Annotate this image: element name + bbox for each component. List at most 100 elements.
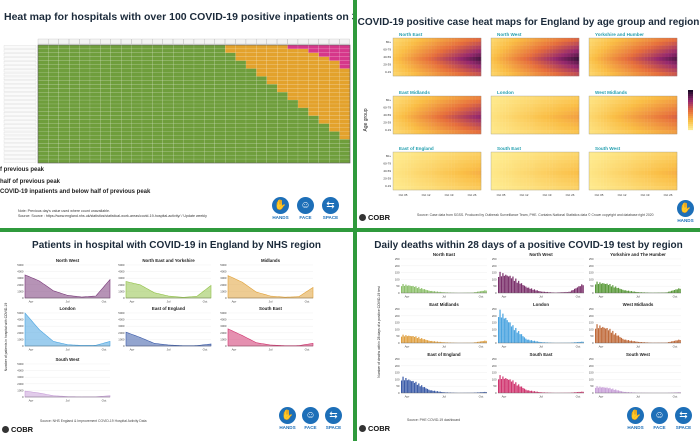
- heatmap-cell: [647, 60, 651, 65]
- heatmap-cell: [308, 52, 319, 57]
- heatmap-cell: [425, 122, 429, 127]
- heatmap-cell: [659, 186, 663, 191]
- deaths-bar: [522, 284, 524, 293]
- heatmap-cell: [339, 56, 351, 61]
- heatmap-cell: [641, 41, 645, 46]
- heatmap-cell: [606, 49, 610, 54]
- x-tick: Oct: [576, 295, 581, 299]
- heatmap-cell: [633, 49, 637, 54]
- heatmap-cell: [549, 99, 553, 104]
- heatmap-cell: [561, 107, 565, 112]
- heatmap-cell: [162, 68, 174, 73]
- heatmap-cell: [523, 60, 527, 65]
- heatmap-cell: [496, 38, 500, 42]
- heatmap-cell: [641, 107, 645, 112]
- heatmap-cell: [491, 126, 495, 131]
- y-tick: 3000: [17, 375, 24, 379]
- heatmap-cell: [502, 130, 506, 135]
- heatmap-cell: [162, 48, 174, 54]
- heatmap-cell: [549, 171, 553, 175]
- heatmap-cell: [499, 163, 503, 168]
- heatmap-cell: [329, 88, 340, 93]
- heatmap-cell: [401, 68, 405, 73]
- heatmap-cell: [460, 167, 464, 172]
- heatmap-cell: [48, 72, 59, 77]
- heatmap-cell: [448, 68, 452, 73]
- deaths-bar: [633, 341, 635, 343]
- heatmap-cell: [540, 99, 544, 104]
- heatmap-cell: [297, 111, 309, 116]
- heatmap-cell: [641, 155, 645, 160]
- heatmap-cell: [58, 48, 70, 54]
- deaths-bar: [403, 380, 406, 393]
- heatmap-cell: [318, 48, 330, 54]
- heatmap-cell: [235, 143, 247, 148]
- heatmap-cell: [505, 96, 509, 100]
- heatmap-cell: [603, 159, 607, 164]
- heatmap-cell: [431, 68, 435, 73]
- heatmap-cell: [529, 103, 533, 108]
- column-header-cell: [173, 38, 184, 45]
- heatmap-cell: [555, 186, 559, 191]
- deaths-bar: [518, 331, 520, 343]
- heatmap-cell: [496, 68, 500, 73]
- heatmap-cell: [653, 155, 657, 160]
- y-tick: 150: [395, 321, 400, 325]
- heatmap-cell: [520, 45, 524, 50]
- heatmap-cell: [496, 103, 500, 108]
- heatmap-cell: [339, 107, 351, 113]
- deaths-bar: [572, 342, 574, 343]
- heatmap-cell: [100, 119, 111, 124]
- heatmap-cell: [558, 167, 562, 172]
- series-title: North East and Yorkshire: [142, 258, 195, 263]
- heatmap-cell: [451, 174, 455, 179]
- heatmap-cell: [627, 174, 631, 179]
- heatmap-cell: [496, 111, 500, 116]
- deaths-bar: [445, 292, 447, 293]
- heatmap-cell: [573, 99, 577, 104]
- heatmap-cell: [558, 49, 562, 54]
- heatmap-cell: [110, 72, 122, 77]
- heatmap-cell: [517, 118, 521, 123]
- heatmap-cell: [318, 139, 330, 144]
- deaths-bar: [668, 291, 670, 293]
- heatmap-cell: [37, 107, 49, 113]
- heatmap-cell: [665, 107, 669, 112]
- heatmap-cell: [627, 118, 631, 123]
- heatmap-cell: [546, 60, 550, 65]
- heatmap-cell: [225, 76, 236, 81]
- heatmap-cell: [570, 122, 574, 127]
- heatmap-cell: [425, 155, 429, 160]
- heatmap-cell: [472, 99, 476, 104]
- heatmap-cell: [393, 111, 397, 116]
- heatmap-cell: [478, 53, 482, 58]
- colorbar-segment: [688, 106, 693, 109]
- heatmap-cell: [442, 186, 446, 191]
- heatmap-cell: [520, 155, 524, 160]
- panel2-source: Source: Case data from SGSS. Produced by…: [417, 213, 654, 217]
- heatmap-cell: [491, 72, 495, 77]
- heatmap-cell: [475, 122, 479, 127]
- heatmap-cell: [162, 147, 174, 152]
- heatmap-cell: [526, 186, 530, 191]
- heatmap-cell: [472, 159, 476, 164]
- heatmap-cell: [89, 60, 101, 65]
- heatmap-cell: [668, 103, 672, 108]
- heatmap-cell: [287, 119, 299, 124]
- heatmap-cell: [478, 57, 482, 61]
- heatmap-cell: [662, 57, 666, 61]
- heatmap-cell: [245, 111, 257, 116]
- heatmap-cell: [635, 155, 640, 160]
- heatmap-cell: [597, 49, 601, 54]
- heatmap-cell: [635, 49, 640, 54]
- heatmap-cell: [79, 123, 91, 128]
- deaths-bar: [426, 290, 429, 293]
- heatmap-cell: [543, 152, 547, 156]
- heatmap-cell: [561, 60, 565, 65]
- heatmap-cell: [439, 38, 444, 42]
- heatmap-cell: [511, 130, 515, 135]
- heatmap-cell: [79, 64, 91, 69]
- heatmap-cell: [630, 60, 634, 65]
- heatmap-cell: [650, 167, 654, 172]
- heatmap-cell: [662, 182, 666, 187]
